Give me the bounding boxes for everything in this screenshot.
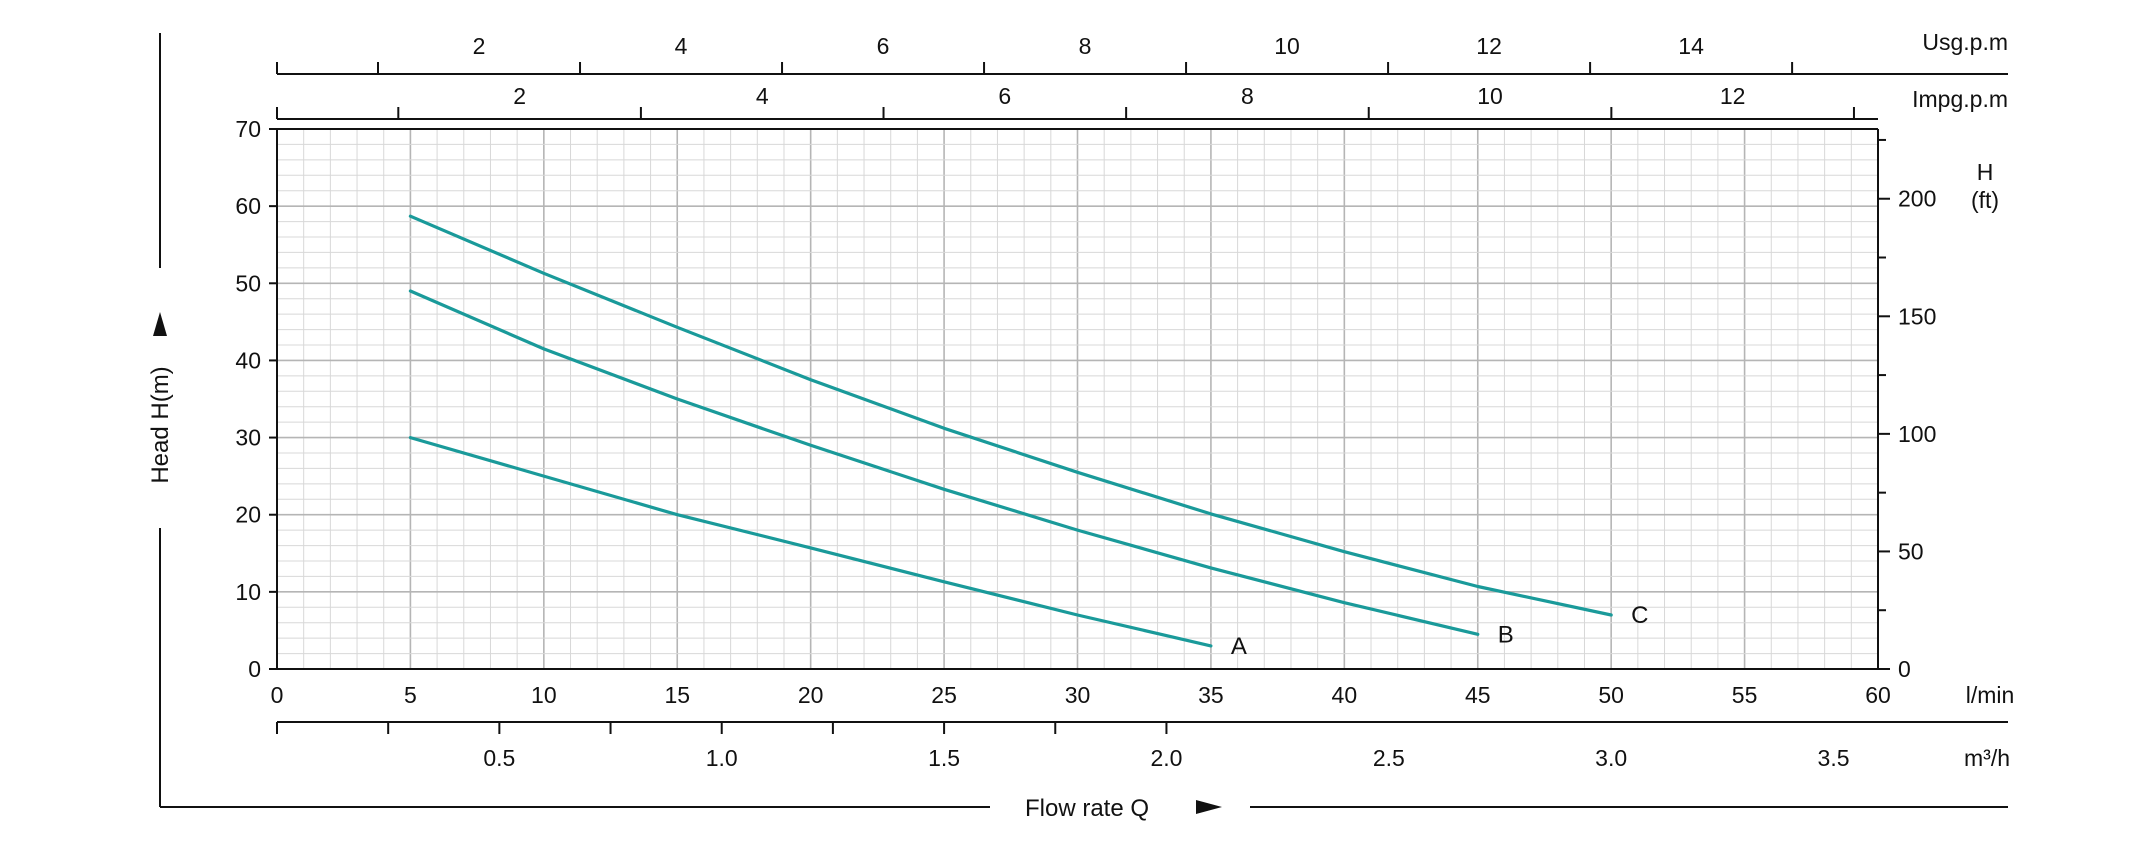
m3h-tick-label: 2.5 [1373,745,1405,771]
imp-tick-label: 4 [756,83,769,109]
curve-B [408,289,1480,636]
x-tick-label: 60 [1865,682,1891,708]
x-tick-label: 5 [404,682,417,708]
x-tick-label: 50 [1598,682,1624,708]
x-tick-label: 0 [271,682,284,708]
usg-tick-label: 8 [1079,33,1092,59]
y-tick-label: 60 [235,193,261,219]
x-axis-arrow-icon [1196,800,1222,814]
y-axis-arrow-icon [153,312,167,336]
x-tick-label: 35 [1198,682,1224,708]
x-tick-label: 10 [531,682,557,708]
y-tick-label: 10 [235,579,261,605]
imp-tick-label: 6 [998,83,1011,109]
grid [277,129,1878,669]
right-axis-tick-label: 150 [1898,303,1936,329]
x-axis-title: Flow rate Q [1025,795,1149,822]
curve-A [408,436,1213,648]
x-tick-label: 55 [1732,682,1758,708]
curve-C [408,214,1613,617]
right-axis-tick-label: 200 [1898,186,1936,212]
m3h-tick-label: 2.0 [1150,745,1182,771]
m3h-tick-label: 1.0 [706,745,738,771]
y-axis-title: Head H(m) [147,366,174,483]
y-tick-label: 30 [235,425,261,451]
y-tick-label: 50 [235,270,261,296]
x-tick-label: 40 [1332,682,1358,708]
usg-tick-label: 10 [1274,33,1300,59]
x-unit-label: l/min [1966,682,2015,708]
m3h-tick-label: 1.5 [928,745,960,771]
m3h-tick-label: 3.5 [1818,745,1850,771]
x-tick-label: 30 [1065,682,1091,708]
y-tick-label: 70 [235,116,261,142]
y-tick-label: 40 [235,347,261,373]
imp-tick-label: 8 [1241,83,1254,109]
curve-label-A: A [1231,633,1247,660]
x-tick-label: 45 [1465,682,1491,708]
usg-tick-label: 12 [1476,33,1502,59]
right-axis-title-line2: (ft) [1971,187,1999,213]
right-axis-title-line1: H [1977,159,1994,185]
imp-unit-label: Impg.p.m [1912,86,2008,112]
imp-tick-label: 12 [1720,83,1746,109]
usg-tick-label: 6 [877,33,890,59]
y-tick-label: 0 [248,656,261,682]
y-tick-label: 20 [235,502,261,528]
usg-tick-label: 2 [473,33,486,59]
x-tick-label: 25 [931,682,957,708]
right-axis-tick-label: 100 [1898,421,1936,447]
x-tick-label: 15 [664,682,690,708]
axes [159,33,2008,808]
imp-tick-label: 2 [513,83,526,109]
right-axis-tick-label: 50 [1898,538,1924,564]
right-axis-tick-label: 0 [1898,656,1911,682]
curves [408,214,1613,648]
x-tick-label: 20 [798,682,824,708]
curve-label-C: C [1631,602,1648,629]
m3h-tick-label: 0.5 [483,745,515,771]
m3h-tick-label: 3.0 [1595,745,1627,771]
m3h-unit-label: m³/h [1964,745,2010,771]
usg-unit-label: Usg.p.m [1922,29,2008,55]
imp-tick-label: 10 [1477,83,1503,109]
usg-tick-label: 4 [675,33,688,59]
usg-tick-label: 14 [1678,33,1704,59]
curve-label-B: B [1498,621,1514,648]
